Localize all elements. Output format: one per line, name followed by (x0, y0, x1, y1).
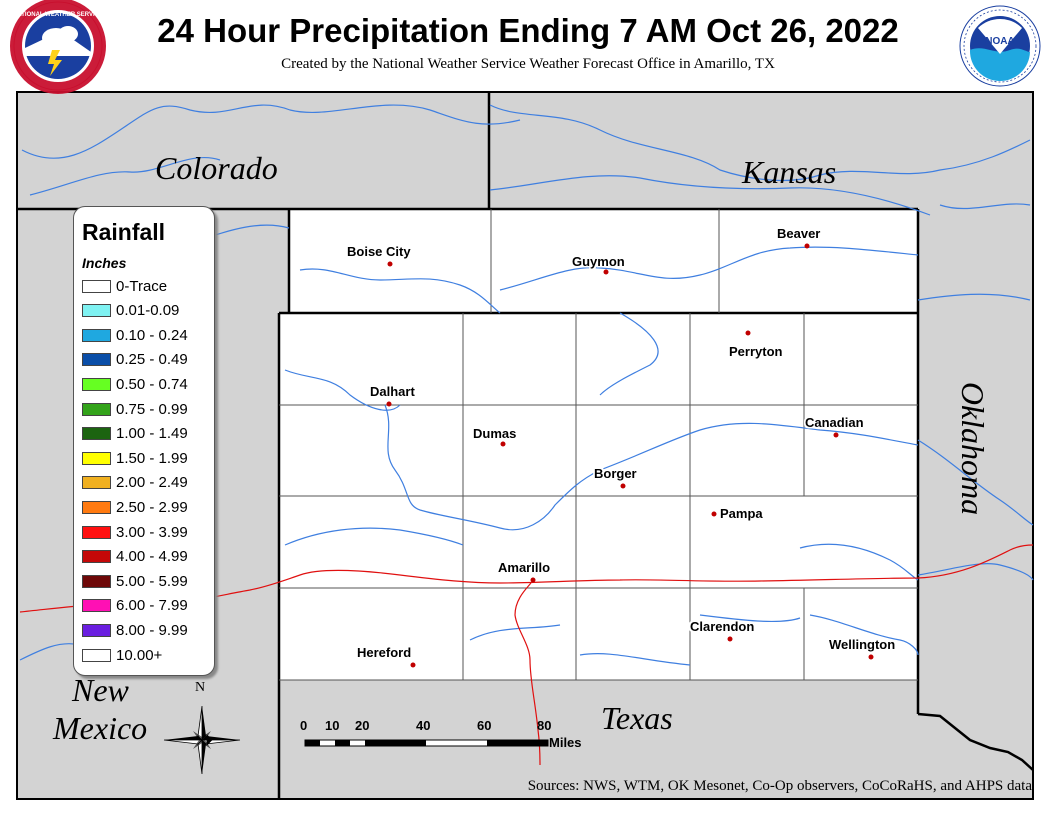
scale-tick: 40 (416, 718, 431, 733)
legend-swatch (82, 574, 111, 588)
legend-swatch (82, 279, 111, 293)
city-markers (386, 243, 874, 668)
state-label-oklahoma: Oklahoma (955, 381, 992, 516)
county-boundaries (279, 209, 918, 681)
legend-item: 5.00 - 5.99 (82, 571, 188, 591)
noaa-logo: NOAA (959, 5, 1041, 87)
legend-swatch (82, 353, 111, 367)
svg-text:NOAA: NOAA (985, 36, 1014, 47)
legend-item: 1.00 - 1.49 (82, 424, 188, 444)
legend-label: 10.00+ (116, 646, 163, 664)
city-label-borger: Borger (594, 466, 637, 481)
legend-label: 0.50 - 0.74 (116, 375, 188, 393)
legend-swatch (82, 525, 111, 539)
legend-item: 0.75 - 0.99 (82, 399, 188, 419)
state-label-colorado: Colorado (155, 150, 278, 186)
north-label: N (195, 680, 206, 695)
legend-swatch (82, 427, 111, 441)
legend-swatch (82, 550, 111, 564)
map-subtitle: Created by the National Weather Service … (281, 56, 775, 72)
legend-item: 8.00 - 9.99 (82, 620, 188, 640)
legend-label: 8.00 - 9.99 (116, 621, 188, 639)
legend-swatch (82, 328, 111, 342)
legend-item: 0.25 - 0.49 (82, 350, 188, 370)
legend-item: 0.50 - 0.74 (82, 374, 188, 394)
legend-item: 2.50 - 2.99 (82, 497, 188, 517)
state-label-texas: Texas (601, 700, 673, 736)
city-label-dumas: Dumas (473, 426, 517, 441)
scale-tick: 80 (537, 718, 552, 733)
legend-units: Inches (82, 255, 127, 271)
scale-tick: 10 (325, 718, 340, 733)
north-arrow (163, 705, 241, 775)
legend-swatch (82, 377, 111, 391)
city-label-pampa: Pampa (720, 506, 763, 521)
legend-swatch (82, 500, 111, 514)
legend-label: 1.00 - 1.49 (116, 425, 188, 443)
scale-tick: 60 (477, 718, 492, 733)
legend-label: 2.50 - 2.99 (116, 498, 188, 516)
rainfall-legend: Rainfall Inches 0-Trace 0.01-0.09 0.10 - 0… (73, 206, 215, 676)
city-label-beaver: Beaver (777, 226, 821, 241)
svg-text:NATIONAL WEATHER SERVICE: NATIONAL WEATHER SERVICE (13, 12, 103, 18)
state-label-new-mexico-line2: Mexico (53, 710, 148, 746)
legend-item: 6.00 - 7.99 (82, 596, 188, 616)
legend-label: 4.00 - 4.99 (116, 548, 188, 566)
legend-swatch (82, 476, 111, 490)
state-label-new-mexico-line1: New (72, 672, 129, 708)
legend-swatch (82, 623, 111, 637)
legend-item: 2.00 - 2.49 (82, 473, 188, 493)
legend-label: 3.00 - 3.99 (116, 523, 188, 541)
scale-tick: 0 (300, 718, 308, 733)
legend-item: 0.10 - 0.24 (82, 325, 188, 345)
legend-label: 0.25 - 0.49 (116, 351, 188, 369)
legend-item: 10.00+ (82, 645, 162, 665)
city-label-perryton: Perryton (729, 344, 783, 359)
legend-item: 0.01-0.09 (82, 301, 179, 321)
legend-label: 0.75 - 0.99 (116, 400, 188, 418)
rivers (19, 104, 1034, 666)
legend-label: 0.01-0.09 (116, 302, 180, 320)
city-label-dalhart: Dalhart (370, 384, 415, 399)
legend-item: 1.50 - 1.99 (82, 448, 188, 468)
city-label-clarendon: Clarendon (690, 619, 755, 634)
legend-label: 6.00 - 7.99 (116, 597, 188, 615)
legend-swatch (82, 304, 111, 318)
city-label-guymon: Guymon (572, 254, 625, 269)
legend-item: 0-Trace (82, 276, 167, 296)
data-sources: Sources: NWS, WTM, OK Mesonet, Co-Op obs… (527, 778, 1032, 794)
city-label-hereford: Hereford (357, 645, 412, 660)
city-label-amarillo: Amarillo (498, 560, 551, 575)
legend-swatch (82, 599, 111, 613)
scale-bar-graphic (304, 739, 549, 747)
legend-title: Rainfall (82, 219, 166, 245)
legend-label: 1.50 - 1.99 (116, 449, 188, 467)
scale-unit: Miles (549, 735, 582, 750)
nws-logo: NATIONAL WEATHER SERVICE (10, 0, 106, 94)
legend-item: 4.00 - 4.99 (82, 547, 188, 567)
city-label-boise-city: Boise City (347, 244, 411, 259)
legend-label: 5.00 - 5.99 (116, 572, 188, 590)
oklahoma-panhandle-area (289, 209, 918, 313)
legend-swatch (82, 451, 111, 465)
city-label-canadian: Canadian (805, 415, 864, 430)
scale-tick: 20 (355, 718, 370, 733)
legend-swatch (82, 402, 111, 416)
legend-label: 0.10 - 0.24 (116, 326, 188, 344)
legend-item: 3.00 - 3.99 (82, 522, 188, 542)
legend-label: 0-Trace (116, 277, 168, 295)
state-boundaries (17, 92, 1034, 799)
state-label-kansas: Kansas (742, 154, 837, 190)
legend-label: 2.00 - 2.49 (116, 474, 188, 492)
map-title: 24 Hour Precipitation Ending 7 AM Oct 26… (157, 12, 899, 49)
city-label-wellington: Wellington (829, 637, 896, 652)
legend-swatch (82, 648, 111, 662)
